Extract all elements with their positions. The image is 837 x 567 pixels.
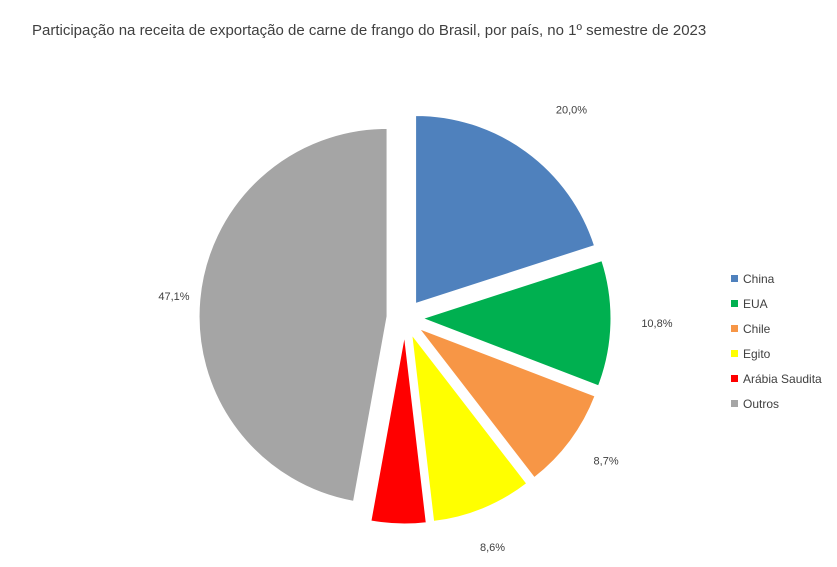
legend-label: Arábia Saudita — [743, 371, 822, 386]
legend-item: Outros — [731, 391, 822, 416]
legend-label: Outros — [743, 396, 780, 411]
legend-item: Chile — [731, 316, 822, 341]
pie-slice-china — [415, 114, 596, 305]
legend-item: China — [731, 266, 822, 291]
legend-swatch — [731, 375, 738, 382]
pie-slice-chile — [417, 327, 596, 479]
legend-item: Egito — [731, 341, 822, 366]
legend: China EUA Chile Egito Arábia Saudita Outros — [731, 266, 822, 416]
data-label-china: 20,0% — [556, 104, 587, 116]
pie-slice-outros — [198, 127, 388, 502]
legend-label: Chile — [743, 321, 771, 336]
data-label-egito: 8,6% — [480, 542, 505, 554]
pie-slice-eua — [421, 259, 612, 387]
legend-swatch — [731, 350, 738, 357]
legend-swatch — [731, 275, 738, 282]
data-label-eua: 10,8% — [641, 318, 672, 330]
legend-item: Arábia Saudita — [731, 366, 822, 391]
data-label-chile: 8,7% — [594, 455, 619, 467]
data-label-outros: 47,1% — [158, 291, 189, 303]
legend-swatch — [731, 325, 738, 332]
legend-swatch — [731, 300, 738, 307]
legend-label: Egito — [743, 346, 771, 361]
pie-slice-arábia-saudita — [370, 335, 427, 525]
legend-item: EUA — [731, 291, 822, 316]
legend-label: China — [743, 271, 775, 286]
legend-swatch — [731, 400, 738, 407]
legend-label: EUA — [743, 296, 768, 311]
chart-title: Participação na receita de exportação de… — [32, 22, 707, 39]
pie-slice-egito — [411, 332, 528, 522]
